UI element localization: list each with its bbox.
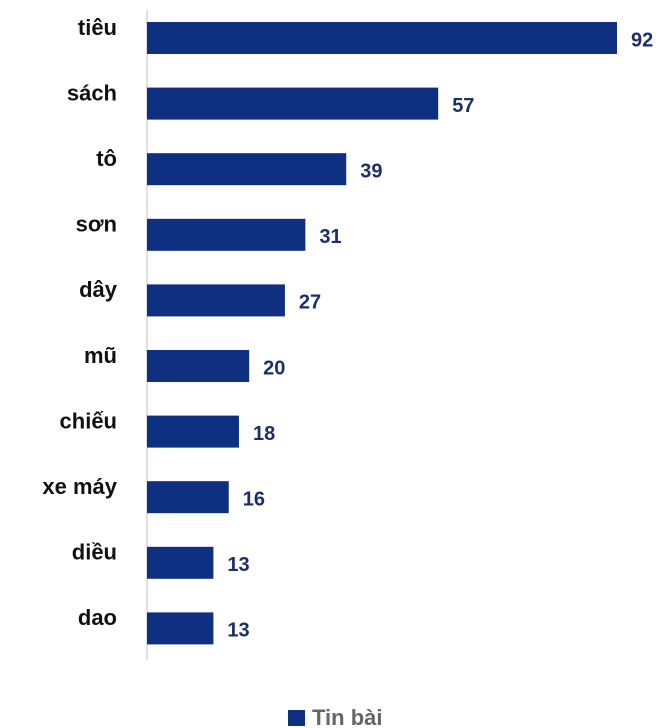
bar [147,546,214,579]
legend-label: Tin bài [312,705,383,728]
bar [147,284,285,317]
category-label: dao [78,605,117,630]
category-label: tiêu [78,15,117,40]
category-label: xe máy [42,474,117,499]
value-label: 20 [263,357,285,379]
category-label: sơn [76,212,117,237]
bar [147,350,250,382]
bar [147,481,229,514]
category-label: mũ [84,343,117,368]
bar [147,153,347,186]
value-label: 16 [243,488,265,510]
category-label: tô [96,146,117,171]
legend-swatch [288,710,305,726]
value-label: 39 [360,160,382,182]
category-label: sách [67,80,117,105]
category-label: dây [79,277,118,302]
bar [147,22,617,54]
bar [147,218,306,251]
bar [147,612,214,645]
value-label: 31 [319,226,341,248]
value-label: 57 [452,95,474,117]
bar [147,87,439,120]
value-label: 92 [631,29,653,51]
category-label: diều [72,540,117,565]
value-label: 27 [299,292,321,314]
value-label: 18 [253,423,275,445]
value-label: 13 [227,620,249,642]
bar [147,415,239,448]
category-label: chiếu [60,408,117,433]
value-label: 13 [227,554,249,576]
